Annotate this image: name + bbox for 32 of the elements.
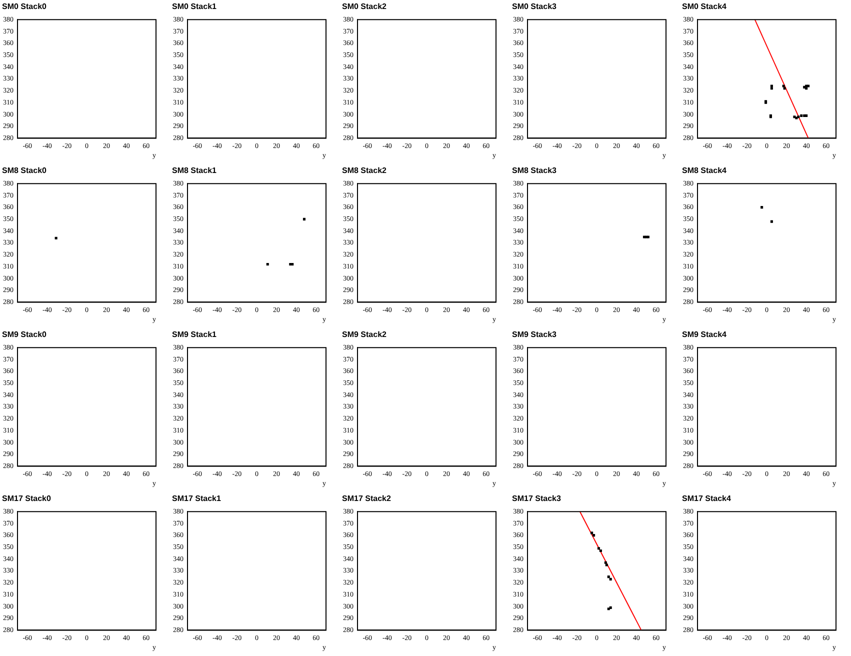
chart-title: SM0 Stack1: [172, 2, 218, 12]
chart-title: SM9 Stack2: [342, 330, 388, 340]
point: [783, 87, 786, 90]
point: [605, 564, 608, 566]
chart-title: SM8 Stack4: [682, 166, 728, 176]
point: [597, 547, 600, 550]
point: [607, 576, 610, 578]
point: [609, 578, 612, 580]
chart-title: SM17 Stack4: [682, 494, 732, 504]
chart-title: SM9 Stack1: [172, 330, 218, 340]
chart-title: SM9 Stack3: [512, 330, 558, 340]
chart-title: SM17 Stack3: [512, 494, 562, 504]
point: [807, 84, 810, 88]
chart-title: SM8 Stack3: [512, 166, 558, 176]
chart-title: SM9 Stack4: [682, 330, 728, 340]
chart-title: SM0 Stack4: [682, 2, 728, 12]
chart-title: SM0 Stack0: [2, 2, 48, 12]
point: [770, 84, 773, 88]
point: [800, 114, 803, 117]
point: [599, 549, 602, 552]
chart-title: SM17 Stack1: [172, 494, 222, 504]
chart-title: SM8 Stack1: [172, 166, 218, 176]
chart-title: SM17 Stack0: [2, 494, 52, 504]
point: [590, 532, 594, 534]
chart-title: SM8 Stack2: [342, 166, 388, 176]
chart-title: SM0 Stack3: [512, 2, 558, 12]
chart-title: SM17 Stack2: [342, 494, 392, 504]
chart-title: SM8 Stack0: [2, 166, 48, 176]
point: [592, 534, 596, 537]
chart-title: SM0 Stack2: [342, 2, 388, 12]
chart-title: SM9 Stack0: [2, 330, 48, 340]
point: [782, 84, 785, 88]
